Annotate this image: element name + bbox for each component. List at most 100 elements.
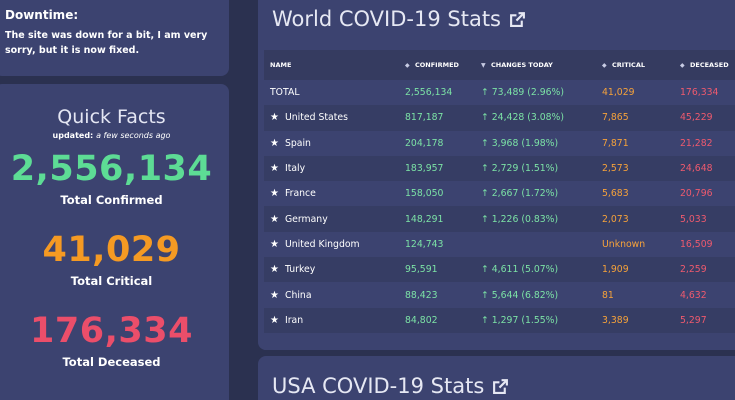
total-confirmed: 2,556,134 [405,87,453,99]
world-stats-title-text: World COVID-19 Stats [272,7,501,31]
total-critical: 41,029 [602,87,635,99]
star-icon[interactable]: ★ [270,314,279,326]
col-confirmed-header[interactable]: ◆ CONFIRMED [405,61,481,69]
usa-stats-card: USA COVID-19 Stats [258,356,735,400]
table-row[interactable]: ★ Iran 84,802 ↑ 1,297 (1.55%) 3,389 5,297 [264,307,735,333]
country-changes: ↑ 1,226 (0.83%) [481,213,559,225]
col-critical-header[interactable]: ◆ CRITICAL [602,61,680,69]
star-icon[interactable]: ★ [270,137,279,149]
country-critical: 5,683 [602,188,629,200]
total-critical-label: Total Critical [70,274,153,288]
col-deceased-header[interactable]: ◆ DECEASED [680,61,735,69]
updated-text: updated: a few seconds ago [0,131,229,140]
star-icon[interactable]: ★ [270,264,279,276]
country-confirmed: 183,957 [405,163,444,175]
country-confirmed: 158,050 [405,188,444,200]
country-name: Spain [284,137,311,149]
sort-icon: ◆ [602,61,607,69]
external-link-icon[interactable] [492,378,509,395]
world-stats-card: World COVID-19 Stats NAME ◆ CONFIRMED ▼ CH… [258,0,735,350]
total-changes: ↑ 73,489 (2.96%) [481,87,565,99]
usa-stats-title-text: USA COVID-19 Stats [272,374,485,398]
world-stats-title: World COVID-19 Stats [272,7,526,31]
country-confirmed: 124,743 [405,238,444,250]
usa-stats-title: USA COVID-19 Stats [272,374,509,398]
quick-facts-title: Quick Facts [57,106,166,128]
total-name: TOTAL [270,87,300,99]
table-row[interactable]: ★ United Kingdom 124,743 Unknown 16,509 [264,232,735,257]
star-icon[interactable]: ★ [270,112,279,124]
country-changes: ↑ 2,729 (1.51%) [481,163,559,175]
star-icon[interactable]: ★ [270,188,279,200]
total-confirmed-label: Total Confirmed [60,193,163,207]
country-critical: Unknown [602,238,646,250]
table-row[interactable]: ★ United States 817,187 ↑ 24,428 (3.08%) … [264,105,735,131]
country-critical: 7,865 [602,112,629,124]
country-confirmed: 95,591 [405,264,438,276]
quick-facts-card: Quick Facts updated: a few seconds ago 2… [0,84,229,400]
table-row[interactable]: ★ France 158,050 ↑ 2,667 (1.72%) 5,683 20… [264,181,735,206]
country-name: Germany [284,213,328,225]
star-icon[interactable]: ★ [270,213,279,225]
country-changes: ↑ 2,667 (1.72%) [481,188,559,200]
country-confirmed: 204,178 [405,137,444,149]
country-name: Italy [284,163,306,175]
col-changes-label: CHANGES TODAY [491,61,553,69]
total-critical-value: 41,029 [42,230,181,270]
country-deceased: 20,796 [680,188,713,200]
country-name: Iran [284,314,304,326]
col-critical-label: CRITICAL [612,61,645,69]
total-deceased-label: Total Deceased [62,355,161,369]
country-critical: 3,389 [602,314,629,326]
sort-icon: ◆ [680,61,685,69]
country-deceased: 16,509 [680,238,713,250]
sort-desc-icon: ▼ [481,61,486,69]
table-row[interactable]: ★ Germany 148,291 ↑ 1,226 (0.83%) 2,073 5… [264,206,735,232]
world-stats-table: NAME ◆ CONFIRMED ▼ CHANGES TODAY ◆ CRITICAL… [264,50,735,333]
country-changes: ↑ 24,428 (3.08%) [481,112,565,124]
updated-value: a few seconds ago [96,131,171,140]
col-name-header[interactable]: NAME [270,61,292,69]
country-deceased: 5,297 [680,314,707,326]
country-name: China [284,289,312,301]
table-row[interactable]: ★ Italy 183,957 ↑ 2,729 (1.51%) 2,573 24,… [264,155,735,182]
star-icon[interactable]: ★ [270,289,279,301]
country-changes: ↑ 1,297 (1.55%) [481,314,559,326]
country-changes: ↑ 5,644 (6.82%) [481,289,559,301]
country-deceased: 4,632 [680,289,707,301]
total-deceased-value: 176,334 [30,311,193,351]
country-confirmed: 817,187 [405,112,444,124]
country-confirmed: 88,423 [405,289,438,301]
col-deceased-label: DECEASED [690,61,729,69]
table-row[interactable]: ★ Spain 204,178 ↑ 3,968 (1.98%) 7,871 21,… [264,131,735,156]
total-confirmed-value: 2,556,134 [10,149,213,189]
country-name: Turkey [284,264,316,276]
country-critical: 2,073 [602,213,629,225]
sort-icon: ◆ [405,61,410,69]
country-critical: 7,871 [602,137,629,149]
star-icon[interactable]: ★ [270,238,279,250]
table-scroll-fade [258,334,735,350]
table-row-total: TOTAL 2,556,134 ↑ 73,489 (2.96%) 41,029 … [264,80,735,105]
star-icon[interactable]: ★ [270,163,279,175]
table-row[interactable]: ★ China 88,423 ↑ 5,644 (6.82%) 81 4,632 [264,282,735,307]
country-deceased: 2,259 [680,264,707,276]
country-deceased: 21,282 [680,137,713,149]
col-changes-header[interactable]: ▼ CHANGES TODAY [481,61,602,69]
downtime-heading: Downtime: [5,8,79,22]
table-row[interactable]: ★ Turkey 95,591 ↑ 4,611 (5.07%) 1,909 2,2… [264,257,735,283]
table-header: NAME ◆ CONFIRMED ▼ CHANGES TODAY ◆ CRITICAL… [264,50,735,80]
external-link-icon[interactable] [509,11,526,28]
country-confirmed: 84,802 [405,314,438,326]
country-deceased: 45,229 [680,112,713,124]
country-changes: ↑ 3,968 (1.98%) [481,137,559,149]
country-confirmed: 148,291 [405,213,444,225]
country-deceased: 5,033 [680,213,707,225]
downtime-notice: Downtime: The site was down for a bit, I… [0,0,229,76]
country-deceased: 24,648 [680,163,713,175]
country-name: France [284,188,316,200]
country-name: United States [284,112,348,124]
country-critical: 81 [602,289,614,301]
updated-prefix: updated: [52,131,94,140]
col-confirmed-label: CONFIRMED [415,61,459,69]
